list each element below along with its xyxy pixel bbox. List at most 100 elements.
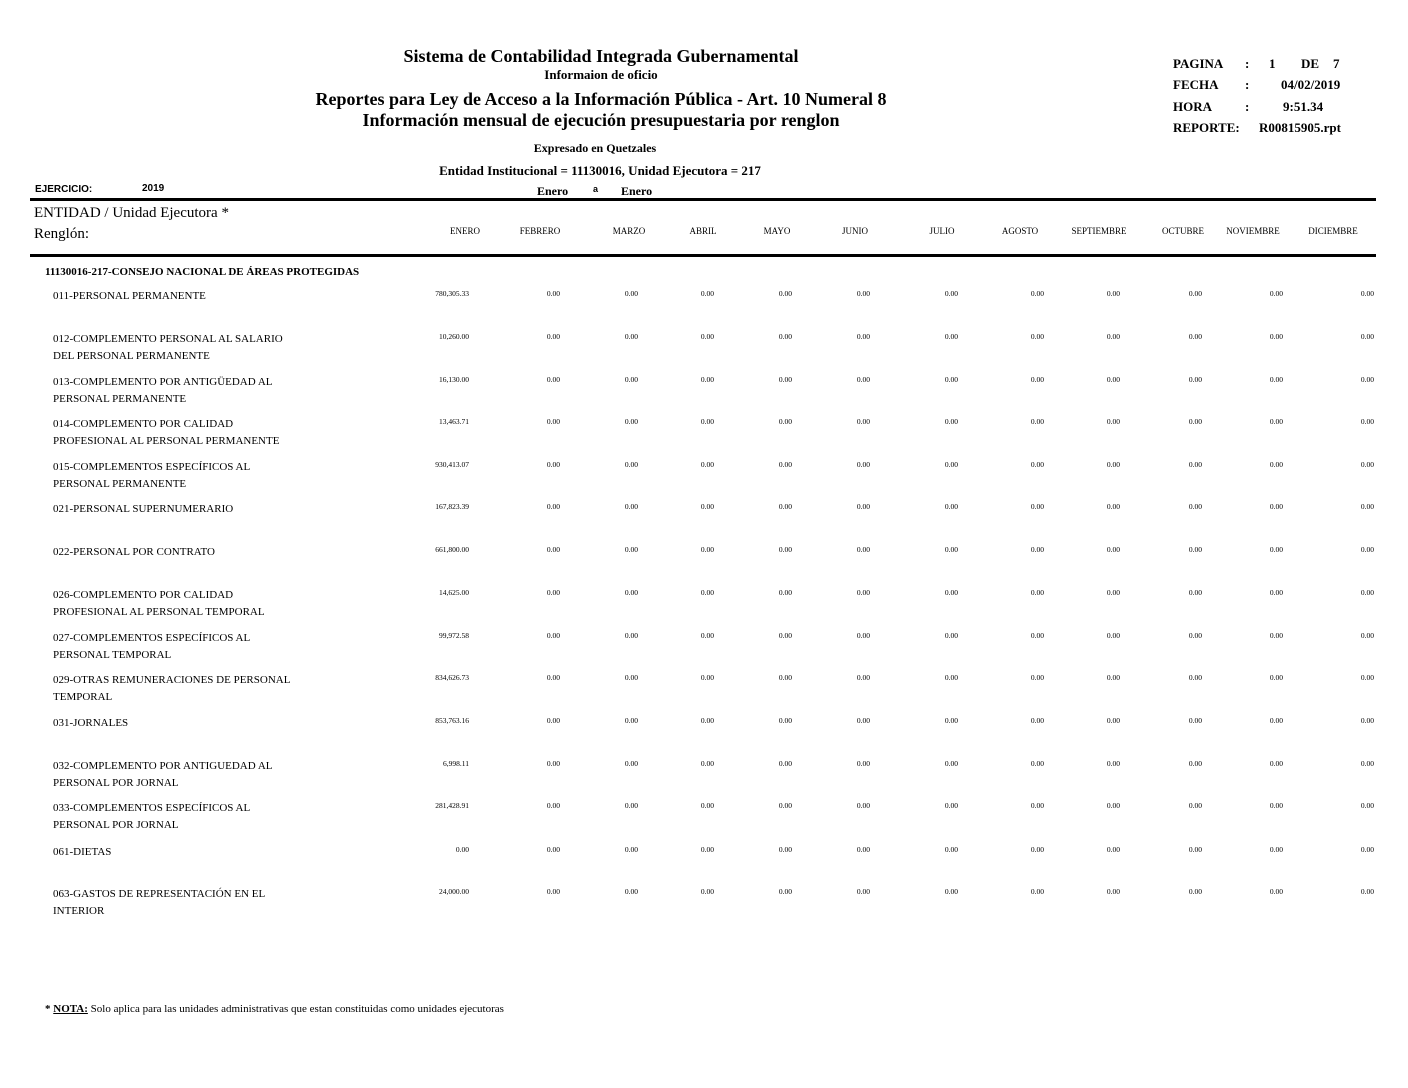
cell-value: 0.00 [546, 673, 560, 682]
row-label: DEL PERSONAL PERMANENTE [53, 350, 210, 362]
cell-value: 0.00 [546, 332, 560, 341]
period-sep: a [593, 184, 599, 194]
cell-value: 0.00 [856, 887, 870, 896]
cell-value: 0.00 [1188, 502, 1202, 511]
info-value: 9:51.34 [1283, 99, 1324, 114]
cell-value: 661,800.00 [435, 545, 469, 554]
cell-value: 0.00 [1106, 887, 1120, 896]
month-header: NOVIEMBRE [1226, 226, 1280, 236]
ejercicio: 2019 [142, 183, 165, 194]
row-label: 026-COMPLEMENTO POR CALIDAD [53, 589, 234, 601]
cell-value: 0.00 [1269, 289, 1283, 298]
cell-value: 0.00 [1360, 588, 1374, 597]
currency: Expresado en Quetzales [533, 141, 657, 155]
cell-value: 0.00 [1269, 631, 1283, 640]
row-label: 063-GASTOS DE REPRESENTACIÓN EN EL [53, 888, 266, 900]
cell-value: 0.00 [546, 289, 560, 298]
info-label: DE [1301, 56, 1320, 71]
cell-value: 0.00 [624, 631, 638, 640]
cell-value: 0.00 [1269, 545, 1283, 554]
cell-value: 0.00 [1360, 801, 1374, 810]
info-value: 7 [1333, 56, 1340, 71]
cell-value: 0.00 [546, 631, 560, 640]
cell-value: 0.00 [1030, 759, 1044, 768]
cell-value: 0.00 [944, 759, 958, 768]
cell-value: 0.00 [1188, 759, 1202, 768]
cell-value: 0.00 [778, 417, 792, 426]
cell-value: 0.00 [1106, 375, 1120, 384]
cell-value: 24,000.00 [439, 887, 469, 896]
cell-value: 0.00 [1360, 417, 1374, 426]
cell-value: 0.00 [1030, 332, 1044, 341]
cell-value: 0.00 [1269, 332, 1283, 341]
row-label: PERSONAL POR JORNAL [53, 777, 179, 789]
rule [30, 254, 1376, 257]
info-label: PAGINA [1173, 56, 1224, 71]
cell-value: 0.00 [1360, 545, 1374, 554]
cell-value: 0.00 [856, 375, 870, 384]
footnote-label: NOTA: [53, 1003, 88, 1015]
cell-value: 0.00 [778, 375, 792, 384]
cell-value: 0.00 [1360, 673, 1374, 682]
cell-value: 0.00 [856, 801, 870, 810]
cell-value: 0.00 [1269, 502, 1283, 511]
cell-value: 0.00 [700, 801, 714, 810]
cell-value: 0.00 [1106, 801, 1120, 810]
cell-value: 0.00 [1106, 845, 1120, 854]
cell-value: 0.00 [1030, 801, 1044, 810]
cell-value: 0.00 [1106, 332, 1120, 341]
cell-value: 930,413.07 [435, 460, 469, 469]
cell-value: 0.00 [700, 375, 714, 384]
cell-value: 99,972.58 [439, 631, 469, 640]
cell-value: 0.00 [700, 631, 714, 640]
cell-value: 0.00 [700, 845, 714, 854]
cell-value: 0.00 [1188, 545, 1202, 554]
info-label: REPORTE: [1173, 120, 1240, 135]
cell-value: 6,998.11 [443, 759, 469, 768]
info-value: R00815905.rpt [1259, 120, 1341, 135]
cell-value: 0.00 [944, 417, 958, 426]
row-label: PERSONAL PERMANENTE [53, 393, 187, 405]
entity: Entidad Institucional = 11130016, Unidad… [439, 163, 761, 178]
cell-value: 0.00 [1030, 460, 1044, 469]
cell-value: 0.00 [546, 759, 560, 768]
cell-value: 0.00 [856, 845, 870, 854]
cell-value: 0.00 [1030, 289, 1044, 298]
cell-value: 0.00 [856, 673, 870, 682]
cell-value: 0.00 [1269, 375, 1283, 384]
cell-value: 0.00 [778, 289, 792, 298]
cell-value: 0.00 [1188, 588, 1202, 597]
row-label: INTERIOR [53, 905, 105, 917]
cell-value: 0.00 [1360, 289, 1374, 298]
cell-value: 0.00 [1269, 673, 1283, 682]
report-title: Reportes para Ley de Acceso a la Informa… [315, 89, 887, 109]
cell-value: 0.00 [944, 887, 958, 896]
cell-value: 0.00 [546, 801, 560, 810]
cell-value: 0.00 [1188, 460, 1202, 469]
cell-value: 0.00 [1360, 845, 1374, 854]
cell-value: 0.00 [778, 460, 792, 469]
cell-value: 0.00 [700, 588, 714, 597]
period-to: Enero [621, 184, 653, 198]
row-label: PERSONAL TEMPORAL [53, 649, 172, 661]
cell-value: 0.00 [1188, 716, 1202, 725]
cell-value: 0.00 [856, 460, 870, 469]
cell-value: 0.00 [546, 845, 560, 854]
month-header: OCTUBRE [1161, 226, 1205, 236]
cell-value: 0.00 [1030, 887, 1044, 896]
cell-value: 0.00 [856, 545, 870, 554]
cell-value: 0.00 [944, 289, 958, 298]
cell-value: 0.00 [778, 332, 792, 341]
cell-value: 0.00 [778, 502, 792, 511]
column-header: ENTIDAD / Unidad Ejecutora * [34, 205, 229, 221]
cell-value: 0.00 [1360, 631, 1374, 640]
cell-value: 0.00 [700, 759, 714, 768]
cell-value: 0.00 [700, 673, 714, 682]
cell-value: 0.00 [546, 375, 560, 384]
cell-value: 0.00 [546, 588, 560, 597]
cell-value: 0.00 [1106, 417, 1120, 426]
row-label: 013-COMPLEMENTO POR ANTIGÜEDAD AL [53, 376, 273, 388]
cell-value: 0.00 [1269, 588, 1283, 597]
month-header: ABRIL [689, 226, 717, 236]
row-label: 033-COMPLEMENTOS ESPECÍFICOS AL [53, 802, 251, 814]
